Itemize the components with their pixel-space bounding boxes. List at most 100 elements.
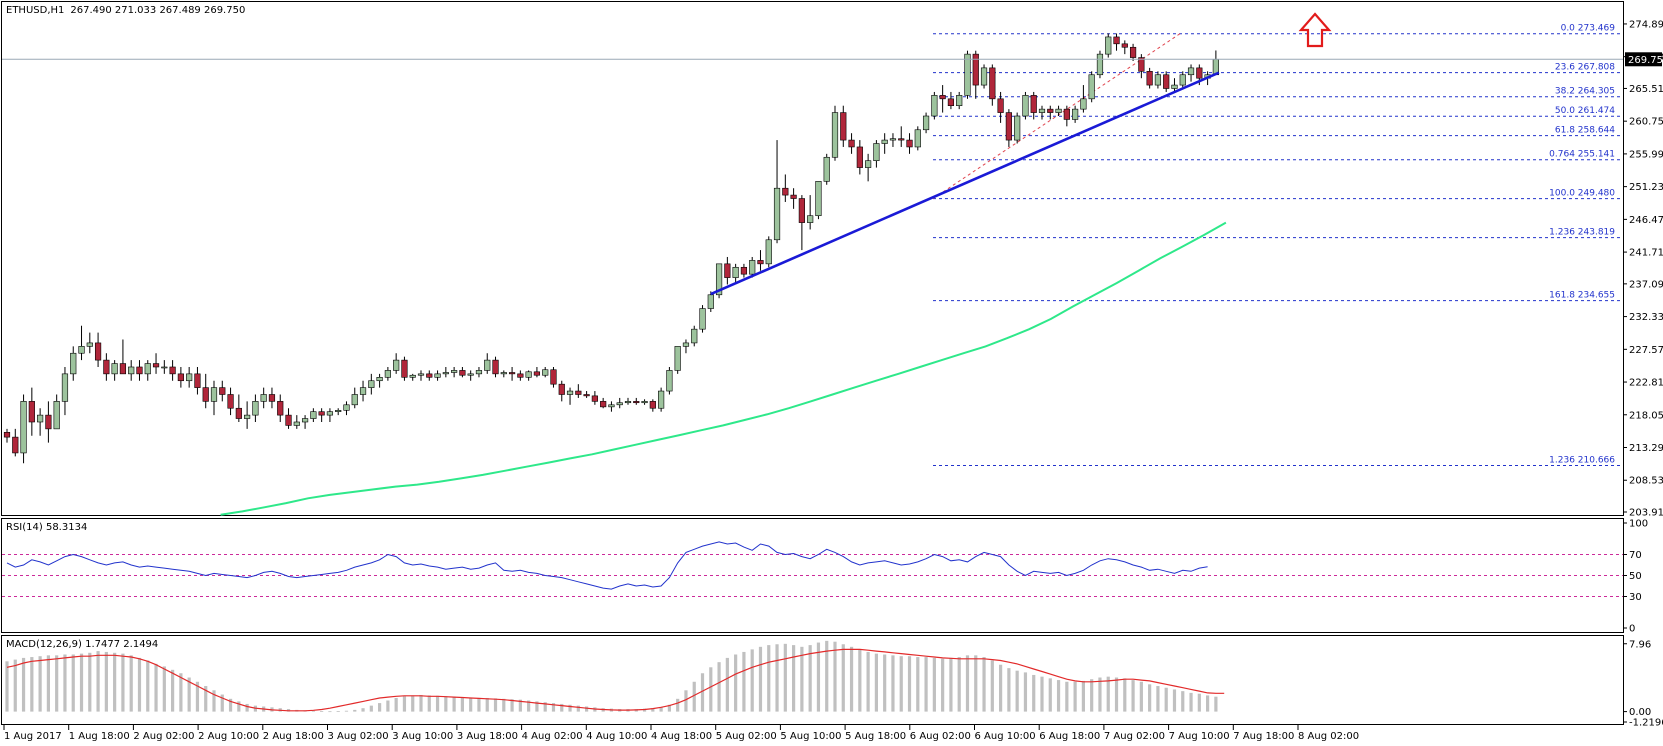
candle xyxy=(508,366,516,381)
macd-histogram-bar xyxy=(378,703,382,712)
macd-histogram-bar xyxy=(1098,677,1102,712)
macd-histogram-bar xyxy=(585,706,589,712)
macd-histogram-bar xyxy=(369,705,373,712)
bullish-candle-body xyxy=(293,421,300,426)
bullish-candle-body xyxy=(1105,36,1112,55)
bullish-candle-body xyxy=(335,410,342,412)
macd-histogram-bar xyxy=(667,704,671,712)
bullish-candle-body xyxy=(964,53,971,96)
macd-histogram-bar xyxy=(46,655,50,712)
bullish-candle-body xyxy=(807,215,814,223)
candle xyxy=(293,415,300,429)
price-tick-label: 208.530 xyxy=(1629,476,1663,487)
price-tick-label: 218.050 xyxy=(1629,410,1663,421)
bullish-candle-body xyxy=(1154,74,1162,86)
candle xyxy=(45,401,52,443)
fib-level-label: 0.764 255.141 xyxy=(1549,150,1615,160)
bearish-candle-body xyxy=(202,387,209,402)
candle xyxy=(939,85,946,113)
candle xyxy=(28,387,35,436)
bullish-candle-body xyxy=(484,359,491,371)
bullish-candle-body xyxy=(881,139,888,144)
macd-histogram-bar xyxy=(1156,686,1160,712)
candle xyxy=(144,360,151,381)
candle xyxy=(964,50,971,99)
fib-level-label: 50.0 261.474 xyxy=(1555,106,1615,116)
macd-histogram-bar xyxy=(543,702,547,712)
candle xyxy=(103,353,110,381)
bullish-candle-body xyxy=(161,366,168,369)
macd-histogram-bar xyxy=(394,697,398,712)
candle xyxy=(20,394,27,464)
candle xyxy=(765,236,772,268)
candle xyxy=(856,140,863,175)
macd-histogram-bar xyxy=(916,657,920,712)
candle xyxy=(922,112,930,134)
bullish-candle-body xyxy=(889,138,897,141)
candle xyxy=(740,263,748,278)
macd-histogram-bar xyxy=(237,701,241,712)
bearish-candle-body xyxy=(45,414,52,430)
current-price-tag: 269.750 xyxy=(1625,52,1663,67)
bullish-candle-body xyxy=(244,414,251,419)
macd-histogram-bar xyxy=(1148,684,1152,712)
rsi-axis: 100 70 50 30 0 xyxy=(1623,519,1648,635)
candle xyxy=(161,360,168,374)
bearish-candle-body xyxy=(3,432,11,438)
bearish-candle-body xyxy=(285,414,292,426)
bullish-candle-body xyxy=(70,352,77,375)
candle xyxy=(757,250,764,271)
candle xyxy=(252,394,259,422)
bearish-candle-body xyxy=(649,401,656,409)
macd-histogram-bar xyxy=(725,657,729,712)
macd-histogram-bar xyxy=(121,653,125,712)
candle xyxy=(401,356,408,381)
candle xyxy=(3,428,11,443)
macd-histogram-bar xyxy=(932,657,936,712)
moving-average-line xyxy=(220,221,1227,516)
bearish-candle-body xyxy=(583,394,590,397)
candle xyxy=(914,126,921,151)
candle xyxy=(889,133,897,147)
macd-pane[interactable] xyxy=(1,635,1624,725)
macd-histogram-bar xyxy=(576,705,580,712)
bearish-candle-body xyxy=(1121,43,1128,48)
bullish-candle-body xyxy=(691,328,698,344)
bearish-candle-body xyxy=(1138,57,1145,72)
candle xyxy=(823,153,830,185)
main-price-pane[interactable] xyxy=(1,1,1624,516)
macd-histogram-bar xyxy=(1114,677,1119,712)
macd-histogram-bar xyxy=(88,652,92,712)
bullish-candle-body xyxy=(608,404,615,408)
time-tick-label: 5 Aug 02:00 xyxy=(716,731,777,742)
candle xyxy=(434,370,441,381)
bullish-candle-body xyxy=(326,411,334,416)
bullish-candle-body xyxy=(434,373,441,378)
macd-histogram-bar xyxy=(858,649,862,712)
candle xyxy=(558,380,565,402)
chart-symbol-header: ETHUSD,H1 267.490 271.033 267.489 269.750 xyxy=(6,5,245,16)
bearish-candle-body xyxy=(947,98,955,107)
macd-histogram-bar xyxy=(874,653,878,712)
macd-histogram-bar xyxy=(195,681,200,712)
bearish-candle-body xyxy=(757,260,764,265)
candle xyxy=(475,366,483,378)
bullish-candle-body xyxy=(451,370,458,373)
macd-histogram-bar xyxy=(849,646,854,712)
candle xyxy=(715,263,723,299)
candle xyxy=(368,373,375,395)
candle xyxy=(111,360,118,381)
macd-histogram-bar xyxy=(642,708,647,712)
bearish-candle-body xyxy=(194,373,201,388)
fib-level-label: 161.8 234.655 xyxy=(1549,291,1615,301)
bearish-candle-body xyxy=(1113,36,1120,45)
fibonacci-levels: 0.0 273.469 23.6 267.808 38.2 264.305 50.0 … xyxy=(932,24,1622,467)
macd-histogram-bar xyxy=(907,656,912,712)
candle xyxy=(517,370,524,381)
bearish-candle-body xyxy=(939,95,946,100)
bullish-candle-body xyxy=(128,366,135,375)
bullish-candle-body xyxy=(624,401,632,404)
fib-level-label: 0.0 273.469 xyxy=(1561,24,1616,34)
bullish-candle-body xyxy=(715,263,723,296)
